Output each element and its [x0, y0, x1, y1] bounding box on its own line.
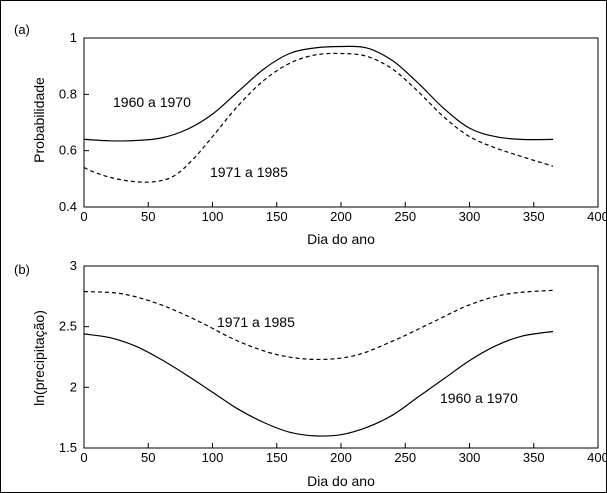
panel-b-ytick-label: 2.5: [59, 319, 77, 334]
panel-a: (a) Dia do ano Probabilidade 0 50 100 150 20…: [14, 22, 607, 247]
panel-b-xtick-label: 350: [523, 450, 545, 465]
panel-a-ylabel: Probabilidade: [31, 77, 47, 163]
panel-b-ticks: 0 50 100 150 200 250 300 350 400 1.5 2 2.5 3: [59, 258, 607, 465]
panel-a-xlabel: Dia do ano: [307, 231, 375, 247]
panel-a-xtick-label: 200: [330, 209, 352, 224]
panel-b-xtick-label: 400: [587, 450, 607, 465]
panel-a-xtick-label: 300: [459, 209, 481, 224]
panel-b-xtick-label: 50: [141, 450, 155, 465]
panel-a-series-label-1971: 1971 a 1985: [210, 164, 288, 180]
panel-a-xtick-label: 100: [202, 209, 224, 224]
panel-b-series-label-1971: 1971 a 1985: [217, 314, 295, 330]
panel-b-series-1971-a-1985: [83, 289, 554, 361]
panel-b-label: (b): [14, 262, 30, 277]
panel-a-ytick-label: 0.8: [59, 86, 77, 101]
panel-b-ytick-label: 1.5: [59, 440, 77, 455]
panel-a-ytick-label: 0.6: [59, 143, 77, 158]
panel-b-series-1960-a-1970: [83, 330, 554, 437]
panel-a-xtick-label: 350: [523, 209, 545, 224]
panel-b-ytick-label: 3: [70, 258, 77, 273]
panel-a-series-label-1960: 1960 a 1970: [113, 94, 191, 110]
panel-b-lines: [83, 289, 554, 437]
panel-a-ytick-label: 1: [70, 30, 77, 45]
panel-b-xtick-label: 0: [80, 450, 87, 465]
panel-a-label: (a): [14, 22, 30, 37]
panel-a-ticks: 0 50 100 150 200 250 300 350 400 0.4 0.6 0.8 1: [59, 30, 607, 224]
panel-b-xtick-label: 100: [202, 450, 224, 465]
panel-a-xtick-label: 0: [80, 209, 87, 224]
panel-a-ytick-label: 0.4: [59, 199, 77, 214]
panel-b-series-label-1960: 1960 a 1970: [440, 390, 518, 406]
panel-a-xtick-label: 400: [587, 209, 607, 224]
panel-b: (b) Dia do ano ln(precipitação) 0 50 100 15…: [14, 258, 607, 489]
panel-b-ylabel: ln(precipitação): [31, 310, 47, 406]
panel-b-xtick-label: 250: [394, 450, 416, 465]
panel-a-xtick-label: 50: [141, 209, 155, 224]
panel-b-xlabel: Dia do ano: [307, 473, 375, 489]
panel-b-xtick-label: 200: [330, 450, 352, 465]
panel-a-series-1971-a-1985: [83, 52, 554, 183]
panel-b-xtick-label: 300: [459, 450, 481, 465]
panel-a-xtick-label: 150: [266, 209, 288, 224]
panel-a-xtick-label: 250: [394, 209, 416, 224]
panel-a-series-1960-a-1970: [83, 45, 554, 142]
panel-b-xtick-label: 150: [266, 450, 288, 465]
panel-b-ytick-label: 2: [70, 379, 77, 394]
panel-a-lines: [83, 45, 554, 183]
